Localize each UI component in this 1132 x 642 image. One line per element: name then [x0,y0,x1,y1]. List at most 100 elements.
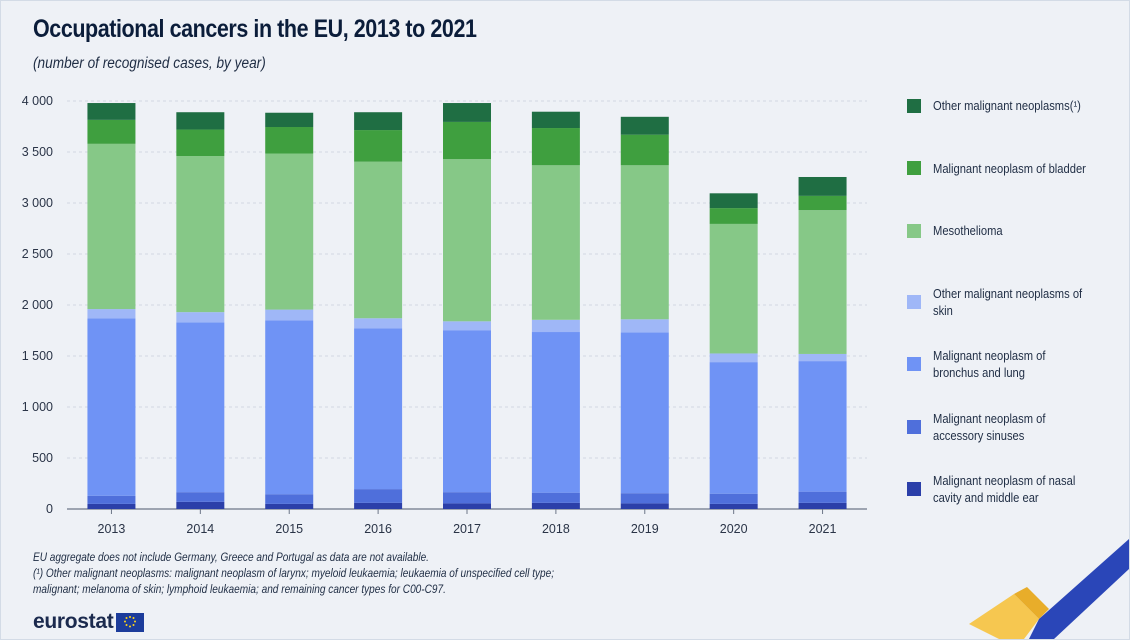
chart-subtitle: (number of recognised cases, by year) [33,55,266,72]
bar-segment [531,332,580,493]
legend-item: Other malignant neoplasms of skin [907,285,1132,319]
legend-label: Other malignant neoplasms(¹) [933,98,1081,113]
legend-swatch [907,294,921,309]
bar-segment [620,493,669,504]
legend-item: Other malignant neoplasms(¹) [907,97,1132,114]
bar-segment [87,495,136,504]
bar-segment [709,208,758,224]
chart-title: Occupational cancers in the EU, 2013 to … [33,15,477,43]
y-tick-label: 4 000 [22,94,53,108]
x-tick-label: 2013 [98,522,126,536]
bar-segment [620,116,669,135]
bar-segment [531,492,580,503]
legend-label: Malignant neoplasm of accessory sinuses [933,410,1046,443]
legend-swatch [907,161,921,175]
bar-segment [709,193,758,209]
bar-segment [798,176,847,196]
bar-segment [87,119,136,144]
y-tick-label: 3 500 [22,145,53,159]
bar-segment [709,353,758,363]
bar-segment [443,330,491,493]
bar-segment [176,156,225,313]
legend-label: Malignant neoplasm of bronchus and lung [933,348,1046,380]
bar-segment [620,332,669,494]
bar-segment [265,112,314,128]
bar-segment [176,501,225,509]
bar-segment [354,130,403,162]
bar-segment [443,121,491,160]
bar-segment [798,195,847,211]
bar-segment [176,322,225,493]
bar-segment [265,503,314,509]
bar-segment [265,153,314,310]
bar-segment [354,502,403,509]
bar-segment [265,494,314,504]
bar-segment [709,223,758,354]
x-tick-label: 2017 [453,522,481,536]
bar-segment [443,159,491,322]
decorative-chevron-graphic [969,539,1129,639]
legend-label: Malignant neoplasm of bladder [933,160,1086,176]
bar-segment [443,492,491,504]
y-tick-label: 0 [46,502,53,516]
bar-segment [354,489,403,503]
footnote-3: malignant; melanoma of skin; lymphoid le… [33,582,446,596]
bar-segment [87,103,136,120]
x-axis-ticks: 2013 2014 2015 2016 2017 2018 2019 2020 2021 [98,509,837,536]
y-tick-label: 500 [32,451,53,465]
legend-item: Malignant neoplasm of accessory sinuses [907,410,1132,444]
bar-segment [620,503,669,509]
legend-label: Malignant neoplasm of nasal cavity and m… [933,473,1076,505]
bar-segment [87,318,136,496]
x-tick-label: 2021 [809,522,837,536]
bar-segment [531,165,580,320]
bar-segment [265,320,314,495]
legend-item: Malignant neoplasm of nasal cavity and m… [907,472,1132,506]
bars [87,103,847,509]
bar-segment [87,503,136,509]
bar-segment [531,128,580,166]
bar-segment [443,503,491,509]
bar-segment [620,165,669,320]
legend-swatch [907,482,921,496]
bar-segment [709,503,758,509]
bar-segment [443,321,491,331]
bar-segment [620,134,669,166]
bar-segment [531,502,580,509]
bar-segment [265,127,314,154]
bar-segment [798,353,847,362]
eurostat-logo-text: eurostat [33,610,114,633]
x-tick-label: 2014 [186,522,214,536]
eurostat-logo: eurostat [33,610,145,634]
bar-segment [176,112,225,130]
bar-segment [531,319,580,333]
legend-swatch [907,223,921,238]
bar-segment [354,328,403,490]
footnote-2: (¹) Other malignant neoplasms: malignant… [33,566,555,580]
legend-swatch [907,419,921,434]
bar-segment [798,361,847,492]
footnote-1: EU aggregate does not include Germany, G… [33,550,429,564]
bar-segment [354,112,403,131]
bar-segment [87,309,136,319]
y-tick-label: 1 500 [22,349,53,363]
x-tick-label: 2020 [720,522,748,536]
bar-segment [620,319,669,333]
y-tick-label: 3 000 [22,196,53,210]
bar-segment [798,491,847,503]
legend-swatch [907,357,921,371]
legend-item: Malignant neoplasm of bronchus and lung [907,347,1132,381]
y-tick-label: 2 500 [22,247,53,261]
legend-item: Malignant neoplasm of bladder [907,160,1132,177]
legend-label: Mesothelioma [933,223,1003,238]
bar-segment [354,318,403,329]
x-tick-label: 2019 [631,522,659,536]
bar-segment [87,143,136,310]
legend-label: Other malignant neoplasms of skin [933,285,1083,318]
x-tick-label: 2018 [542,522,570,536]
bar-segment [709,362,758,494]
bar-segment [265,309,314,321]
bar-segment [798,502,847,509]
